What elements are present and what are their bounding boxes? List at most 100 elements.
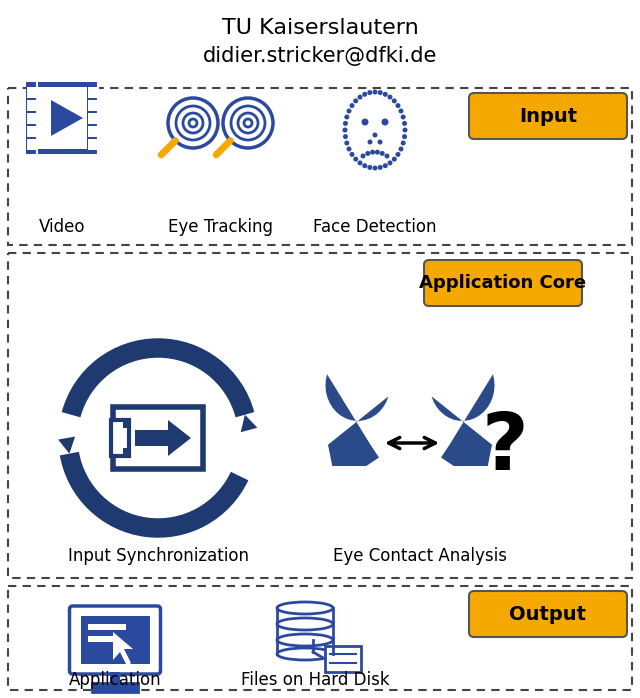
Text: Input: Input <box>519 107 577 126</box>
FancyBboxPatch shape <box>88 100 97 111</box>
Text: Face Detection: Face Detection <box>313 218 436 236</box>
Circle shape <box>392 156 397 162</box>
Circle shape <box>375 149 380 155</box>
Circle shape <box>378 140 383 144</box>
Circle shape <box>344 140 349 145</box>
FancyBboxPatch shape <box>88 624 126 630</box>
Text: Application Core: Application Core <box>419 274 587 292</box>
Circle shape <box>387 95 392 100</box>
Circle shape <box>385 154 390 158</box>
FancyBboxPatch shape <box>123 448 131 456</box>
FancyBboxPatch shape <box>277 608 333 622</box>
Circle shape <box>358 161 362 165</box>
Text: Eye Contact Analysis: Eye Contact Analysis <box>333 547 507 565</box>
Circle shape <box>402 121 407 126</box>
FancyBboxPatch shape <box>92 683 138 692</box>
FancyBboxPatch shape <box>325 646 361 672</box>
Circle shape <box>399 108 403 114</box>
FancyBboxPatch shape <box>26 82 98 154</box>
Text: Application: Application <box>68 671 161 689</box>
Circle shape <box>401 140 406 145</box>
Circle shape <box>168 98 218 148</box>
Circle shape <box>399 147 403 151</box>
FancyBboxPatch shape <box>81 616 150 664</box>
FancyBboxPatch shape <box>27 100 36 111</box>
Ellipse shape <box>277 602 333 614</box>
FancyBboxPatch shape <box>88 113 97 124</box>
Circle shape <box>381 119 388 126</box>
FancyBboxPatch shape <box>113 407 203 469</box>
Circle shape <box>372 133 378 138</box>
Polygon shape <box>58 436 75 454</box>
Circle shape <box>403 128 408 133</box>
Circle shape <box>346 147 351 151</box>
FancyBboxPatch shape <box>37 87 87 149</box>
Circle shape <box>223 98 273 148</box>
Circle shape <box>367 140 372 144</box>
Circle shape <box>396 103 401 108</box>
FancyBboxPatch shape <box>123 420 131 428</box>
Ellipse shape <box>277 634 333 646</box>
Text: ?: ? <box>482 409 529 487</box>
FancyBboxPatch shape <box>469 93 627 139</box>
FancyBboxPatch shape <box>8 586 632 690</box>
FancyBboxPatch shape <box>26 82 37 154</box>
FancyBboxPatch shape <box>70 606 161 674</box>
FancyBboxPatch shape <box>277 624 333 638</box>
Polygon shape <box>431 374 495 466</box>
FancyBboxPatch shape <box>88 126 97 137</box>
Circle shape <box>342 128 348 133</box>
Text: Input Synchronization: Input Synchronization <box>67 547 248 565</box>
FancyBboxPatch shape <box>87 82 98 154</box>
Circle shape <box>383 163 388 168</box>
Polygon shape <box>113 632 133 666</box>
FancyBboxPatch shape <box>8 88 632 245</box>
Ellipse shape <box>277 648 333 660</box>
FancyBboxPatch shape <box>88 139 97 150</box>
Circle shape <box>344 114 349 119</box>
Circle shape <box>360 154 365 158</box>
Circle shape <box>343 134 348 139</box>
Circle shape <box>346 108 351 114</box>
Circle shape <box>353 98 358 103</box>
Polygon shape <box>51 100 83 136</box>
Polygon shape <box>326 374 388 466</box>
FancyBboxPatch shape <box>8 253 632 578</box>
FancyBboxPatch shape <box>469 591 627 637</box>
FancyBboxPatch shape <box>27 139 36 150</box>
Text: TU Kaiserslautern: TU Kaiserslautern <box>221 18 419 38</box>
Circle shape <box>358 95 362 100</box>
Text: didier.stricker@dfki.de: didier.stricker@dfki.de <box>203 46 437 66</box>
Text: Output: Output <box>509 604 586 623</box>
Circle shape <box>387 161 392 165</box>
Circle shape <box>349 152 355 157</box>
Polygon shape <box>241 415 257 432</box>
Circle shape <box>367 165 372 170</box>
Circle shape <box>380 151 385 156</box>
Circle shape <box>392 98 397 103</box>
Circle shape <box>370 149 375 155</box>
Circle shape <box>343 121 348 126</box>
Circle shape <box>396 152 401 157</box>
FancyBboxPatch shape <box>424 260 582 306</box>
Text: Eye Tracking: Eye Tracking <box>168 218 273 236</box>
Circle shape <box>362 119 369 126</box>
FancyBboxPatch shape <box>111 420 129 456</box>
FancyBboxPatch shape <box>277 640 333 654</box>
Text: Files on Hard Disk: Files on Hard Disk <box>241 671 389 689</box>
FancyBboxPatch shape <box>110 672 120 686</box>
Circle shape <box>378 90 383 95</box>
Circle shape <box>383 92 388 97</box>
FancyBboxPatch shape <box>27 126 36 137</box>
Circle shape <box>401 114 406 119</box>
Circle shape <box>362 92 367 97</box>
Circle shape <box>372 89 378 94</box>
Circle shape <box>372 165 378 170</box>
FancyBboxPatch shape <box>88 87 97 98</box>
Circle shape <box>402 134 407 139</box>
Ellipse shape <box>277 618 333 630</box>
Text: Video: Video <box>39 218 85 236</box>
Circle shape <box>365 151 371 156</box>
FancyBboxPatch shape <box>88 636 116 642</box>
Circle shape <box>353 156 358 162</box>
